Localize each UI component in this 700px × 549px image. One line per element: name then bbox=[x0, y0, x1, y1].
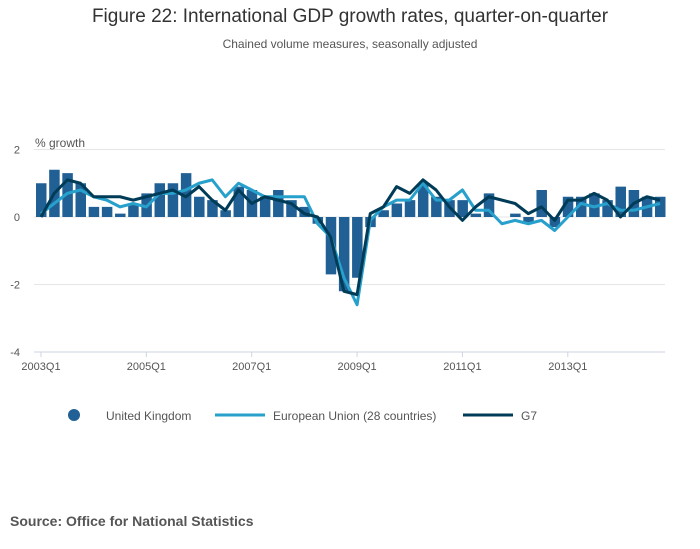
uk-bar bbox=[654, 196, 666, 217]
line-european bbox=[40, 178, 661, 307]
uk-bar bbox=[194, 196, 205, 217]
chart-subtitle: Chained volume measures, seasonally adju… bbox=[222, 37, 478, 51]
legend-label: United Kingdom bbox=[106, 409, 191, 423]
uk-bar bbox=[470, 213, 482, 217]
x-tick-label: 2005Q1 bbox=[127, 361, 166, 373]
uk-bar bbox=[562, 196, 574, 217]
uk-bar bbox=[536, 190, 547, 217]
uk-bar bbox=[75, 183, 87, 217]
x-tick-label: 2007Q1 bbox=[232, 361, 271, 373]
uk-bar bbox=[88, 206, 100, 217]
y-tick-label: -4 bbox=[10, 347, 20, 359]
y-axis-label: % growth bbox=[35, 136, 85, 150]
uk-bar bbox=[286, 200, 297, 217]
x-tick-label: 2003Q1 bbox=[21, 361, 60, 373]
legend-label: European Union (28 countries) bbox=[273, 409, 436, 423]
y-tick-label: -2 bbox=[10, 280, 20, 292]
uk-bar bbox=[615, 186, 626, 217]
line-g7 bbox=[39, 178, 661, 297]
uk-bar bbox=[431, 196, 442, 217]
uk-bar bbox=[325, 217, 337, 275]
uk-bar bbox=[154, 183, 166, 217]
uk-bar bbox=[207, 200, 218, 217]
uk-bar bbox=[510, 213, 521, 217]
uk-bar bbox=[259, 196, 271, 217]
source-note: Source: Office for National Statistics bbox=[10, 513, 254, 529]
uk-bar bbox=[312, 217, 324, 224]
uk-bar bbox=[457, 200, 468, 217]
uk-bar bbox=[128, 203, 139, 217]
uk-bar bbox=[589, 193, 600, 217]
uk-bar bbox=[338, 217, 350, 292]
chart: 2 0 -2 -4 % growth 2003Q1 2005Q1 2007Q1 2009Q1 20… bbox=[10, 136, 666, 423]
uk-bar bbox=[404, 200, 416, 217]
uk-bar bbox=[233, 186, 245, 217]
uk-bar bbox=[483, 193, 495, 217]
legend-marker-uk bbox=[68, 409, 80, 421]
uk-bar bbox=[378, 210, 389, 217]
uk-bar bbox=[273, 190, 284, 217]
uk-bar bbox=[602, 200, 613, 217]
uk-bar bbox=[352, 217, 363, 278]
uk-bar bbox=[167, 183, 179, 217]
legend-label: G7 bbox=[521, 409, 537, 423]
x-tick-label: 2011Q1 bbox=[443, 361, 481, 373]
uk-bar bbox=[36, 183, 47, 217]
y-tick-label: 0 bbox=[14, 212, 20, 224]
x-tick-label: 2013Q1 bbox=[548, 361, 587, 373]
chart-title: Figure 22: International GDP growth rate… bbox=[91, 6, 609, 27]
uk-bar bbox=[101, 206, 113, 217]
uk-bar bbox=[523, 217, 534, 224]
x-tick-label: 2009Q1 bbox=[338, 361, 377, 373]
uk-bar bbox=[220, 210, 231, 217]
uk-bar bbox=[417, 183, 429, 217]
y-tick-label: 2 bbox=[14, 145, 20, 157]
uk-bar bbox=[575, 196, 587, 217]
uk-bar bbox=[391, 203, 403, 217]
uk-bar bbox=[549, 217, 561, 228]
uk-bar bbox=[115, 213, 126, 217]
